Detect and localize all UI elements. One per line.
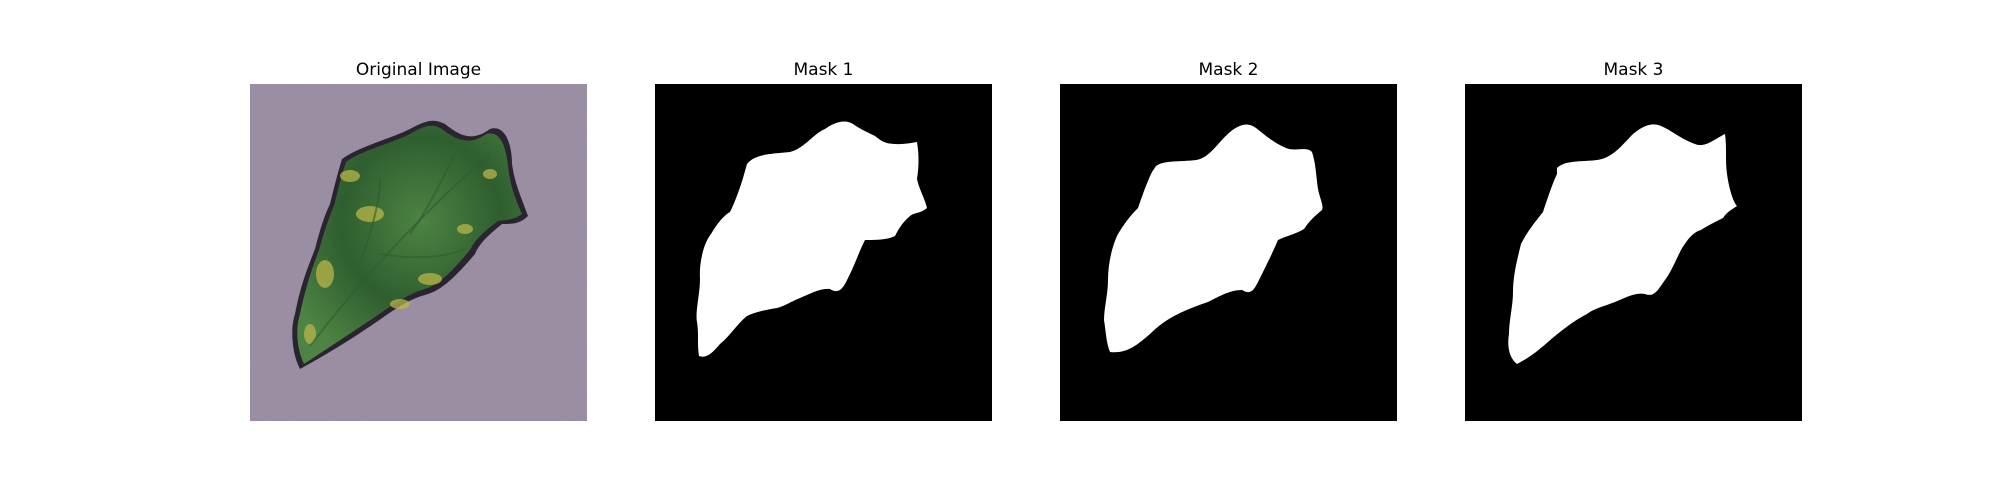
mask-region <box>1508 124 1737 364</box>
mask-region <box>696 121 927 357</box>
panel-mask-1: Mask 1 <box>655 58 992 421</box>
panel-title: Mask 2 <box>1198 60 1259 80</box>
mask-2-image <box>1060 84 1397 421</box>
leaf-spot <box>316 260 334 288</box>
panel-title: Mask 3 <box>1603 60 1664 80</box>
mask-speck <box>1685 225 1691 231</box>
panel-title: Mask 1 <box>793 60 854 80</box>
panel-mask-3: Mask 3 <box>1465 58 1802 421</box>
mask-region <box>1104 124 1323 353</box>
leaf-spot <box>340 170 360 182</box>
mask-1-image <box>655 84 992 421</box>
leaf-vein <box>379 248 466 259</box>
leaf-spot <box>304 324 316 344</box>
leaf-spot <box>418 273 442 285</box>
leaf-spot <box>457 224 473 234</box>
panel-title: Original Image <box>355 60 482 80</box>
mask-speck <box>1679 234 1683 238</box>
panel-mask-2: Mask 2 <box>1060 58 1397 421</box>
leaf-vein <box>359 178 381 265</box>
original-leaf-image <box>250 84 587 421</box>
leaf-spot <box>390 299 410 309</box>
leaf-spot <box>356 206 384 222</box>
leaf-body <box>297 125 522 364</box>
panel-original-image: Original Image <box>250 58 587 421</box>
leaf-spot <box>483 169 497 179</box>
leaf-vein <box>409 153 456 235</box>
leaf-vein <box>309 153 491 347</box>
mask-3-image <box>1465 84 1802 421</box>
